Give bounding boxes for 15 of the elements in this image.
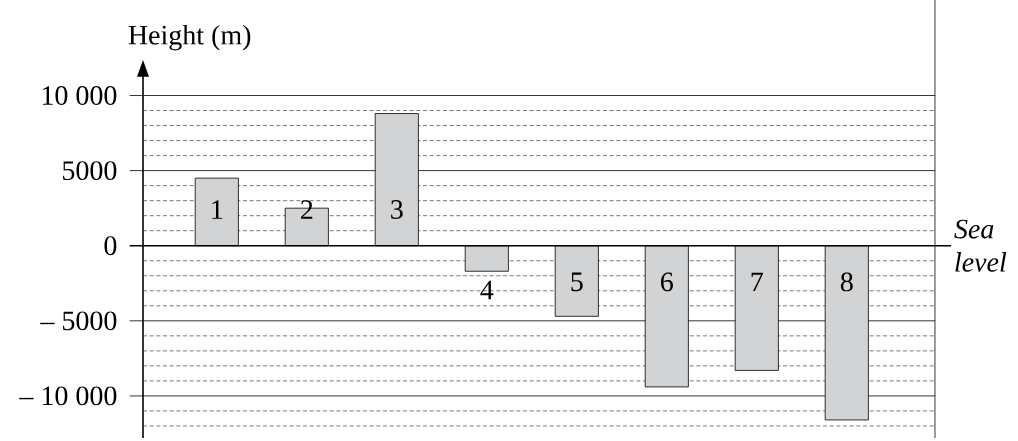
y-tick-label: 0 [104,236,117,256]
x-tick-label: 6 [661,272,673,292]
y-axis-title: Height (m) [128,24,251,51]
x-tick-label: 4 [480,280,494,300]
x-tick-label: 5 [571,272,583,292]
x-tick-label: 1 [212,200,223,219]
y-tick-label: 5000 [63,161,117,181]
x-tick-label: 8 [840,272,853,292]
y-tick-label: – 10 000 [19,386,117,406]
text: Sea level [954,219,1007,272]
x-tick-label: 3 [391,200,403,219]
x-tick-label: 2 [301,200,313,219]
x-tick-label: 7 [751,272,763,292]
y-tick-label: 10 000 [42,86,117,105]
y-tick-label: – 5000 [40,311,117,331]
